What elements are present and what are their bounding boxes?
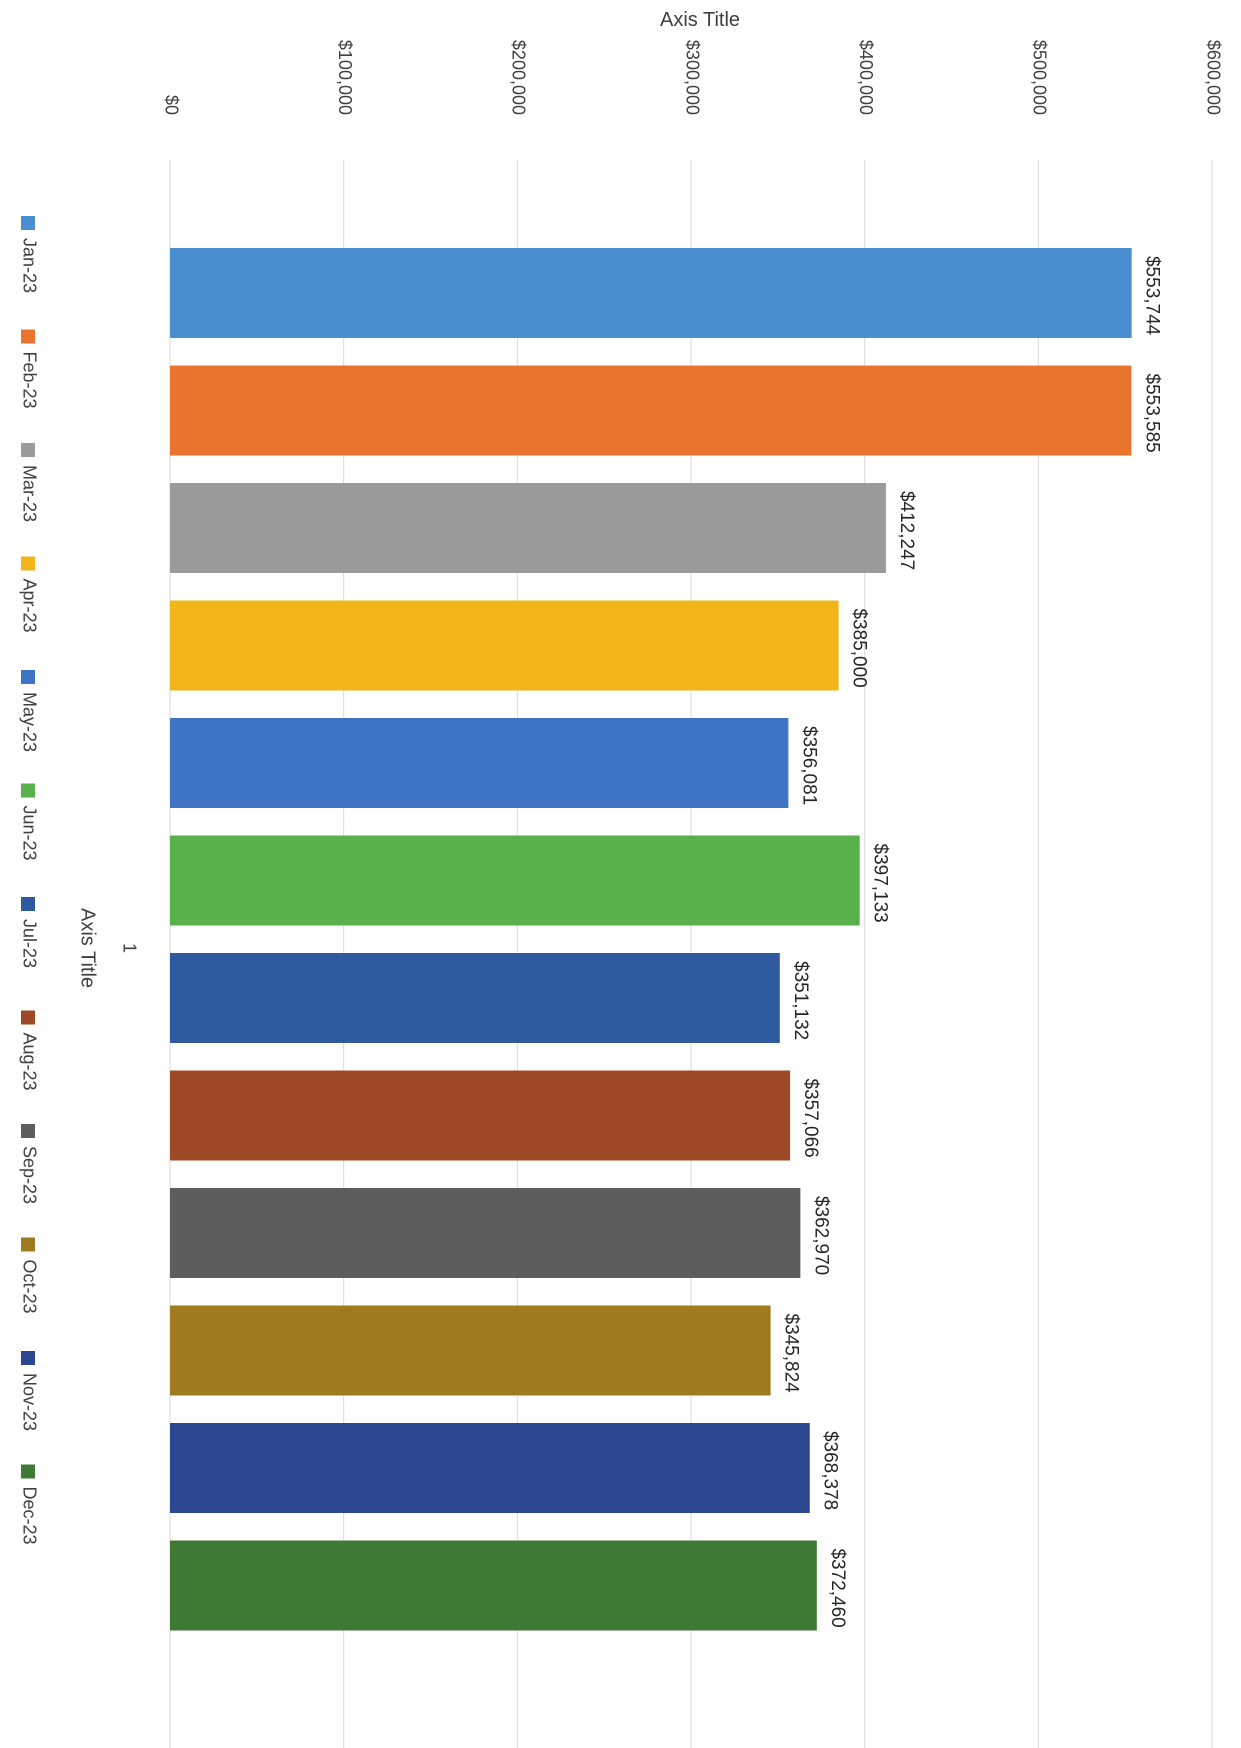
legend-swatch bbox=[21, 216, 35, 230]
legend-label: Nov-23 bbox=[19, 1373, 39, 1431]
category-label: 1 bbox=[119, 943, 139, 953]
legend-swatch bbox=[21, 1124, 35, 1138]
legend-swatch bbox=[21, 1351, 35, 1365]
value-axis-title: Axis Title bbox=[660, 9, 740, 31]
legend: Jan-23 Feb-23 Mar-23 Apr-23 May-23 Jun-23 Jul-… bbox=[19, 216, 39, 1545]
legend-label: Mar-23 bbox=[19, 465, 39, 522]
legend-swatch bbox=[21, 556, 35, 571]
data-labels: $553,744 $553,585 $412,247 $385,000 $356,081… bbox=[781, 256, 1163, 1628]
value-tick-label: $200,000 bbox=[509, 40, 529, 115]
data-label: $357,066 bbox=[800, 1079, 821, 1158]
value-tick-label: $300,000 bbox=[682, 40, 702, 115]
legend-label: Feb-23 bbox=[19, 352, 39, 409]
bar-jun-23 bbox=[170, 835, 860, 926]
data-label: $372,460 bbox=[827, 1549, 848, 1628]
value-tick-label: $500,000 bbox=[1030, 40, 1050, 115]
bar-mar-23 bbox=[170, 483, 886, 573]
legend-swatch bbox=[21, 1237, 35, 1252]
data-label: $397,133 bbox=[870, 844, 891, 923]
legend-label: Apr-23 bbox=[19, 579, 39, 633]
bar-dec-23 bbox=[170, 1540, 817, 1631]
data-label: $368,378 bbox=[820, 1431, 841, 1510]
bar-apr-23 bbox=[170, 600, 839, 691]
legend-label: Sep-23 bbox=[19, 1146, 39, 1204]
data-label: $553,585 bbox=[1141, 374, 1162, 453]
legend-swatch bbox=[21, 783, 35, 798]
legend-label: Jan-23 bbox=[19, 238, 39, 293]
legend-label: Jul-23 bbox=[19, 919, 39, 968]
bar-aug-23 bbox=[170, 1070, 791, 1161]
legend-label: Aug-23 bbox=[19, 1033, 39, 1091]
legend-label: Dec-23 bbox=[19, 1487, 39, 1545]
bar-nov-23 bbox=[170, 1423, 810, 1513]
legend-swatch bbox=[21, 1464, 35, 1479]
value-tick-label: $100,000 bbox=[335, 40, 355, 115]
legend-swatch bbox=[21, 1010, 35, 1025]
bars bbox=[170, 248, 1132, 1631]
data-label: $356,081 bbox=[798, 726, 819, 805]
bar-jul-23 bbox=[170, 953, 780, 1043]
value-tick-label: $0 bbox=[161, 95, 181, 115]
data-label: $553,744 bbox=[1142, 256, 1163, 336]
value-axis-ticks: $0 $100,000 $200,000 $300,000 $400,000 $500,0… bbox=[161, 40, 1223, 115]
data-label: $412,247 bbox=[896, 491, 917, 570]
data-label: $362,970 bbox=[810, 1196, 831, 1275]
legend-swatch bbox=[21, 329, 35, 344]
legend-swatch bbox=[21, 670, 35, 684]
value-tick-label: $600,000 bbox=[1203, 40, 1223, 115]
data-label: $385,000 bbox=[849, 609, 870, 688]
bar-may-23 bbox=[170, 718, 789, 808]
legend-label: May-23 bbox=[19, 692, 39, 752]
legend-swatch bbox=[21, 897, 35, 911]
category-axis-title: Axis Title bbox=[77, 908, 99, 988]
bar-feb-23 bbox=[170, 365, 1132, 456]
bar-oct-23 bbox=[170, 1305, 771, 1396]
data-label: $345,824 bbox=[781, 1314, 802, 1394]
bar-sep-23 bbox=[170, 1188, 801, 1278]
data-label: $351,132 bbox=[790, 961, 811, 1040]
value-tick-label: $400,000 bbox=[856, 40, 876, 115]
legend-label: Jun-23 bbox=[19, 806, 39, 861]
legend-label: Oct-23 bbox=[19, 1260, 39, 1314]
legend-swatch bbox=[21, 443, 35, 457]
bar-jan-23 bbox=[170, 248, 1132, 338]
